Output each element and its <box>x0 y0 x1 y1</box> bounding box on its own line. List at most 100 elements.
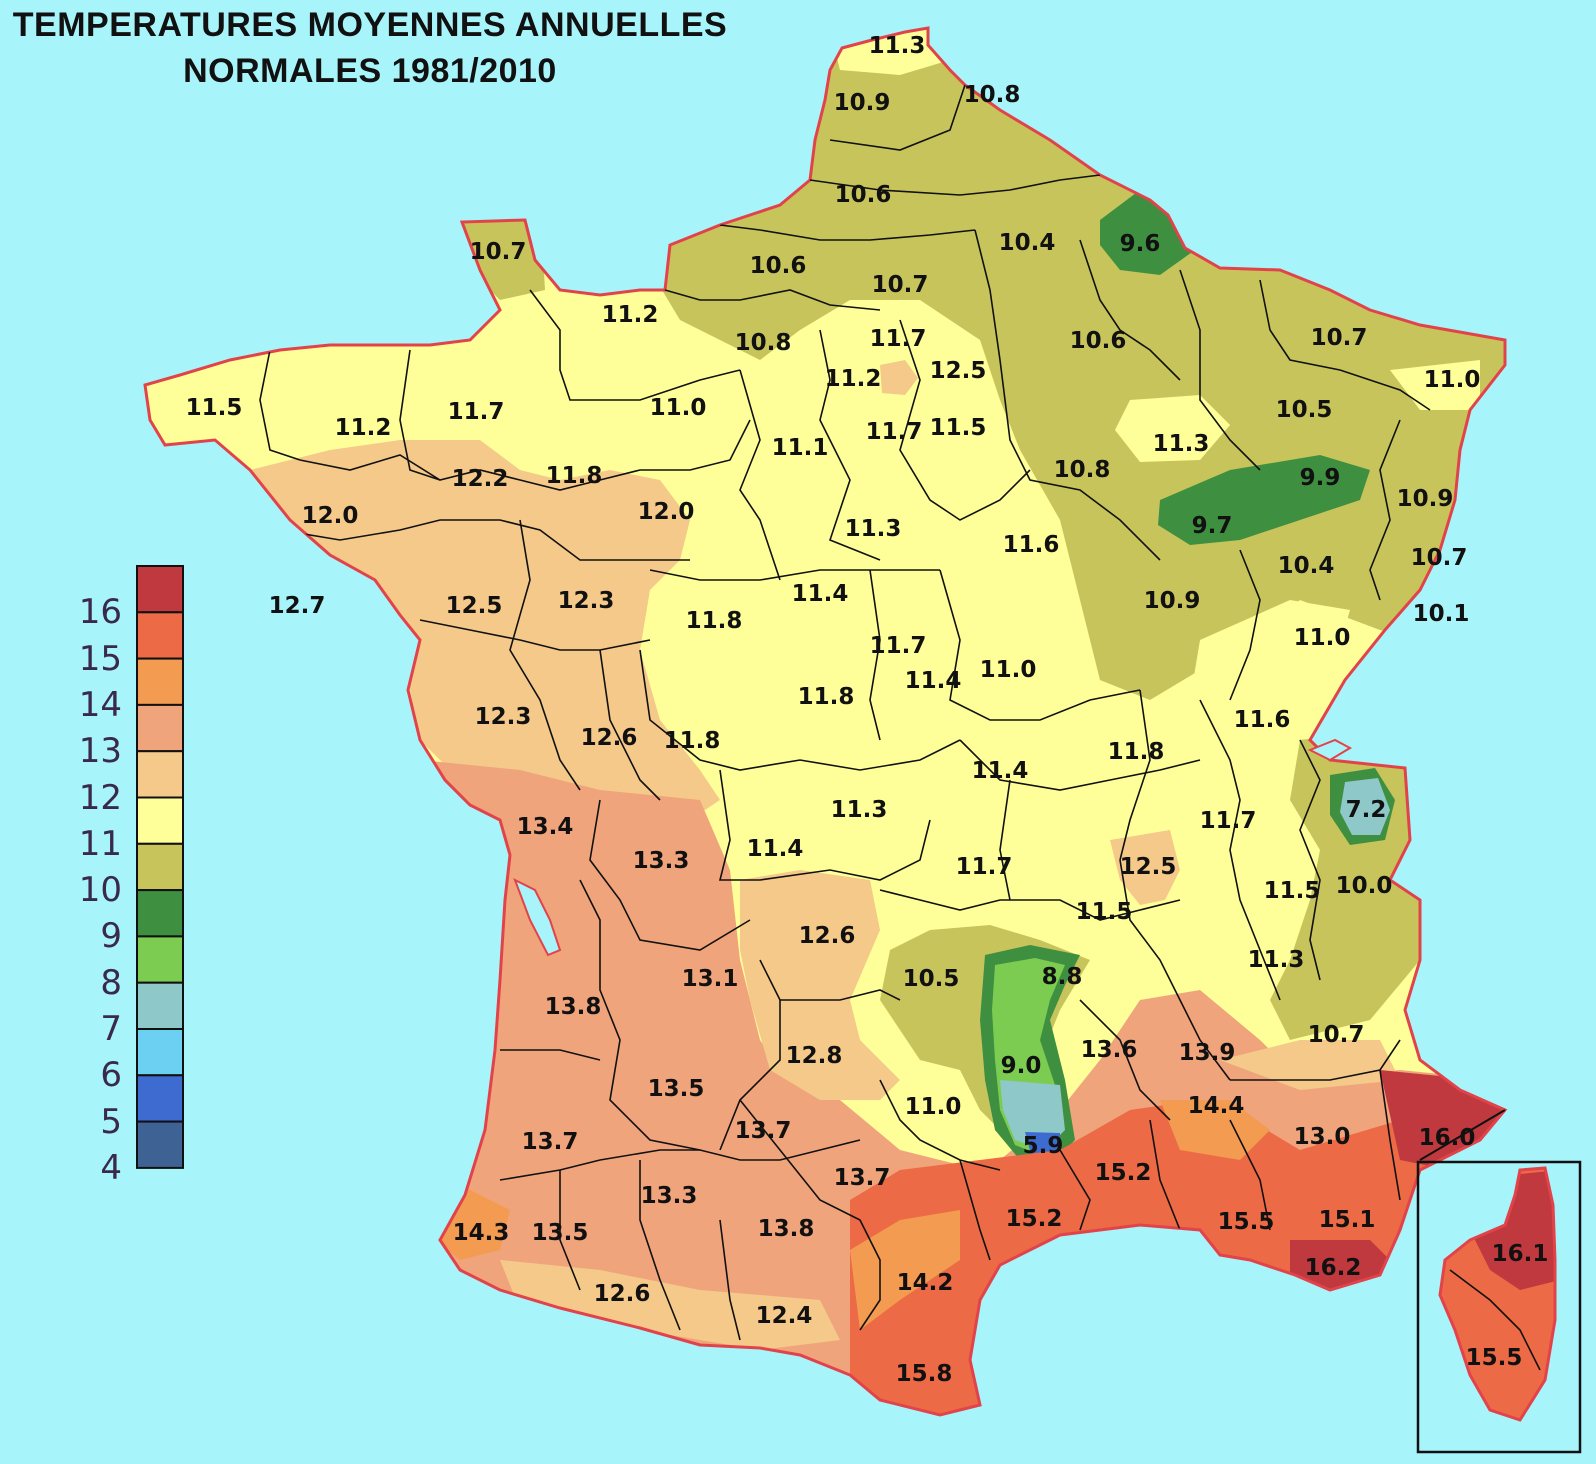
department-borders <box>259 84 1431 1341</box>
temperature-value: 11.3 <box>1247 947 1305 973</box>
temperature-value: 13.8 <box>757 1216 815 1242</box>
temperature-value: 9.0 <box>1000 1053 1042 1079</box>
temperature-value: 10.5 <box>1275 397 1333 423</box>
temperature-value: 12.8 <box>785 1043 843 1069</box>
legend-color-scale <box>136 565 184 1169</box>
corsica-outline <box>1438 1166 1557 1422</box>
temperature-value: 10.7 <box>469 239 527 265</box>
legend-swatch <box>136 657 184 706</box>
temperature-value: 12.7 <box>268 593 326 619</box>
temperature-value: 5.9 <box>1022 1133 1064 1159</box>
temperature-value: 11.8 <box>685 608 743 634</box>
legend-label: 6 <box>100 1055 122 1096</box>
temperature-value: 11.0 <box>649 395 707 421</box>
temperature-value: 11.0 <box>1423 367 1481 393</box>
temperature-value: 11.8 <box>663 728 721 754</box>
temperature-value: 11.5 <box>185 395 243 421</box>
temperature-value: 15.2 <box>1094 1160 1152 1186</box>
temperature-value: 11.8 <box>545 463 603 489</box>
temperature-value: 12.5 <box>445 593 503 619</box>
temperature-value: 14.2 <box>896 1270 954 1296</box>
temperature-value: 12.3 <box>474 704 532 730</box>
temperature-value: 12.6 <box>580 725 638 751</box>
temperature-value: 11.8 <box>1107 739 1165 765</box>
temperature-value: 11.5 <box>1263 878 1321 904</box>
corsica-inset-frame <box>1416 1160 1582 1454</box>
temperature-value: 13.7 <box>521 1129 579 1155</box>
temperature-value: 11.0 <box>979 657 1037 683</box>
temperature-value: 10.8 <box>963 82 1021 108</box>
legend-label: 7 <box>100 1009 122 1049</box>
temperature-value: 11.6 <box>1002 532 1060 558</box>
temperature-value: 10.9 <box>833 90 891 116</box>
temperature-value: 11.7 <box>955 854 1013 880</box>
temperature-value: 15.8 <box>895 1361 953 1387</box>
legend-label: 16 <box>78 592 122 633</box>
legend-swatch <box>136 611 184 660</box>
temperature-value: 12.0 <box>301 503 359 529</box>
temperature-value: 13.6 <box>1080 1037 1138 1063</box>
temperature-value: 13.9 <box>1178 1040 1236 1066</box>
temperature-value: 11.1 <box>771 435 829 461</box>
temperature-value: 11.2 <box>601 302 659 328</box>
temperature-value: 12.6 <box>798 923 856 949</box>
legend-swatch <box>136 1120 184 1169</box>
temperature-value: 12.3 <box>557 588 615 614</box>
temperature-value: 12.6 <box>593 1281 651 1307</box>
temperature-value: 11.7 <box>869 326 927 352</box>
temperature-value: 11.4 <box>904 668 962 694</box>
temperature-value: 11.7 <box>1199 808 1257 834</box>
temperature-value: 10.8 <box>1053 457 1111 483</box>
temperature-value: 11.4 <box>746 836 804 862</box>
temperature-value: 11.0 <box>1293 625 1351 651</box>
temperature-value: 10.9 <box>1143 588 1201 614</box>
temperature-value: 13.0 <box>1293 1124 1351 1150</box>
temperature-value: 10.5 <box>902 966 960 992</box>
map-subtitle: NORMALES 1981/2010 <box>183 52 557 90</box>
legend-swatch <box>136 935 184 984</box>
temperature-value: 9.9 <box>1299 465 1341 491</box>
temperature-value: 11.0 <box>904 1094 962 1120</box>
temperature-value: 16.1 <box>1491 1241 1549 1267</box>
temperature-value: 10.7 <box>871 272 929 298</box>
temperature-value: 10.9 <box>1396 486 1454 512</box>
temperature-value: 10.6 <box>834 182 892 208</box>
temperature-value: 10.1 <box>1412 601 1470 627</box>
temperature-value: 9.7 <box>1191 513 1233 539</box>
temperature-value: 13.7 <box>833 1165 891 1191</box>
temperature-value: 11.7 <box>865 419 923 445</box>
temperature-value: 13.7 <box>734 1118 792 1144</box>
temperature-value: 15.2 <box>1005 1206 1063 1232</box>
temperature-value: 14.4 <box>1187 1093 1245 1119</box>
temperature-value: 13.1 <box>681 966 739 992</box>
temperature-value: 10.7 <box>1310 325 1368 351</box>
legend-label: 14 <box>78 684 122 725</box>
temperature-value: 15.5 <box>1217 1209 1275 1235</box>
legend-swatch <box>136 565 184 614</box>
legend-swatch <box>136 889 184 938</box>
temperature-value: 11.4 <box>971 758 1029 784</box>
temperature-value: 11.5 <box>929 415 987 441</box>
map-title: TEMPERATURES MOYENNES ANNUELLES <box>12 6 728 44</box>
legend-label: 4 <box>100 1147 122 1188</box>
temperature-value: 10.7 <box>1307 1022 1365 1048</box>
temperature-value: 10.4 <box>998 230 1056 256</box>
legend-swatch <box>136 842 184 892</box>
temperature-value: 13.3 <box>640 1183 698 1209</box>
legend-label: 5 <box>100 1101 122 1142</box>
temperature-value: 9.6 <box>1119 231 1161 257</box>
temperature-value: 11.2 <box>824 366 882 392</box>
temperature-value: 15.5 <box>1465 1345 1523 1371</box>
legend-label: 15 <box>78 638 122 679</box>
temperature-value: 14.3 <box>452 1220 510 1246</box>
temperature-value: 8.8 <box>1041 964 1083 990</box>
temperature-value: 11.7 <box>447 399 505 425</box>
temperature-value: 11.3 <box>1152 431 1210 457</box>
legend-swatch <box>136 796 184 845</box>
temperature-value: 11.4 <box>791 581 849 607</box>
inset-leader-line <box>1419 1109 1506 1161</box>
lake-geneva <box>1307 738 1353 762</box>
temperature-value: 10.7 <box>1410 545 1468 571</box>
